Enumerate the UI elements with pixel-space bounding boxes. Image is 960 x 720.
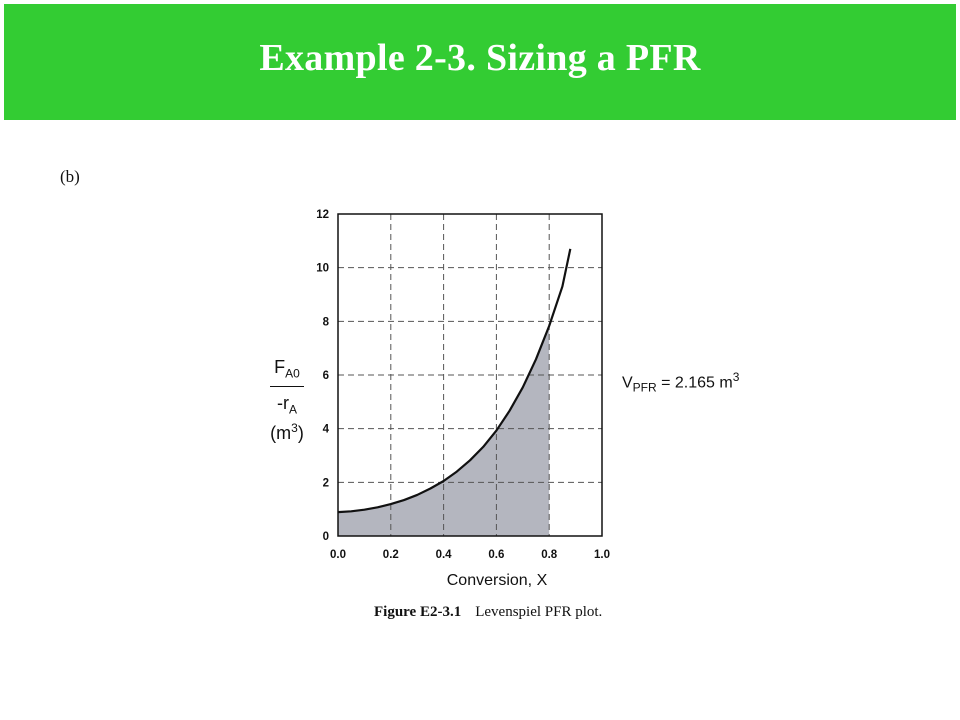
- y-unit-main: (m: [270, 422, 292, 443]
- x-tick-label-0: 0.0: [330, 549, 346, 561]
- plot-area: 0.0 0.2 0.4 0.6 0.8 1.0 0 2 4 6 8 10 12: [316, 209, 610, 561]
- y-unit-sup: 3: [291, 420, 298, 435]
- x-tick-label-2: 0.4: [436, 549, 453, 561]
- x-tick-label-3: 0.6: [488, 549, 504, 561]
- x-tick-label-1: 0.2: [383, 549, 399, 561]
- y-axis-denominator: -rA: [262, 394, 312, 416]
- y-num-main: F: [274, 357, 286, 377]
- tick-labels: 0.0 0.2 0.4 0.6 0.8 1.0 0 2 4 6 8 10 12: [316, 209, 610, 561]
- vpfr-annotation: VPFR = 2.165 m3: [622, 370, 739, 395]
- y-tick-label-1: 2: [323, 477, 329, 489]
- x-axis-label: Conversion, X: [446, 572, 548, 589]
- y-tick-label-0: 0: [323, 531, 329, 543]
- y-tick-label-3: 6: [323, 370, 329, 382]
- y-unit-close: ): [297, 422, 304, 443]
- y-axis-fraction-bar: [270, 385, 304, 388]
- figure-number: Figure E2-3.1: [374, 604, 462, 620]
- y-axis-unit: (m3): [262, 422, 312, 442]
- vpfr-value: = 2.165 m: [656, 374, 733, 392]
- y-axis-numerator: FA0: [262, 358, 312, 380]
- y-tick-label-6: 12: [316, 209, 329, 221]
- grid-lines: [338, 214, 602, 536]
- pfr-volume-shaded-area: [338, 325, 550, 536]
- vpfr-sup: 3: [732, 370, 740, 384]
- y-den-sub: A: [288, 402, 297, 417]
- vpfr-main: V: [622, 374, 633, 392]
- x-tick-label-4: 0.8: [541, 549, 558, 561]
- part-label: (b): [60, 167, 80, 186]
- slide-title: Example 2-3. Sizing a PFR: [259, 37, 701, 79]
- y-num-sub: A0: [285, 366, 300, 381]
- y-tick-label-4: 8: [323, 316, 330, 328]
- x-tick-label-5: 1.0: [594, 549, 610, 561]
- y-den-main: -r: [276, 393, 289, 414]
- y-axis-label: FA0 -rA (m3): [262, 358, 312, 442]
- y-tick-label-2: 4: [323, 424, 330, 436]
- title-banner: Example 2-3. Sizing a PFR: [4, 4, 956, 120]
- figure-caption: Figure E2-3.1 Levenspiel PFR plot.: [374, 604, 602, 621]
- plot-frame: [337, 213, 603, 537]
- figure-caption-text: Levenspiel PFR plot.: [475, 604, 603, 620]
- vpfr-sub: PFR: [632, 380, 657, 395]
- fa0-over-ra-curve: [337, 248, 572, 514]
- y-tick-label-5: 10: [316, 263, 329, 275]
